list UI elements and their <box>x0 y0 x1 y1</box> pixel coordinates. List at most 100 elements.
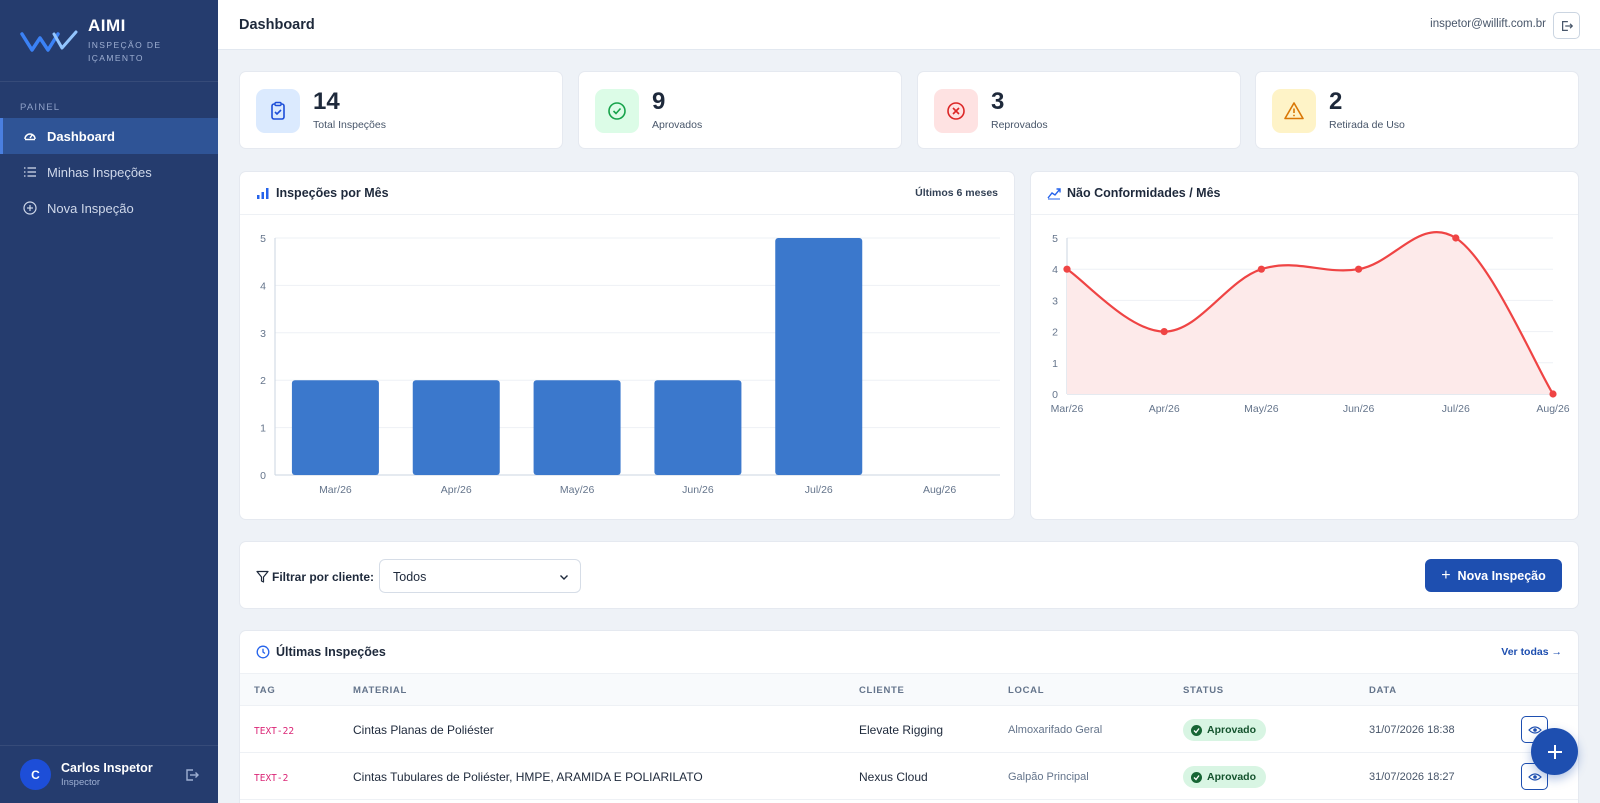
stat-label: Total Inspeções <box>313 119 386 131</box>
eye-icon <box>1527 725 1542 734</box>
range-label: Últimos 6 meses <box>915 187 998 199</box>
data-point <box>1063 265 1071 273</box>
header-logout-button[interactable] <box>1553 12 1580 39</box>
table-row[interactable]: TEXT-2 Cintas Tubulares de Poliéster, HM… <box>240 754 1578 800</box>
plus-icon: + <box>1441 566 1451 584</box>
column-header-data[interactable]: DATA <box>1369 685 1397 696</box>
user-email: inspetor@willift.com.br <box>1430 18 1546 30</box>
aimi-logo-icon <box>20 30 78 52</box>
stat-card-total: 14 Total Inspeções <box>239 71 563 149</box>
series-line <box>1066 231 1554 395</box>
bar <box>654 380 742 475</box>
x-tick-label: Jul/26 <box>805 484 833 496</box>
x-tick-label: May/26 <box>1244 403 1279 415</box>
brand-title: AIMI <box>88 16 126 35</box>
list-icon <box>23 165 37 179</box>
panel-title: Últimas Inspeções <box>276 645 386 659</box>
gauge-icon <box>23 129 37 143</box>
column-header-cliente[interactable]: CLIENTE <box>859 685 905 696</box>
data-point <box>1257 265 1265 273</box>
sidebar-item-minhas-inspecoes[interactable]: Minhas Inspeções <box>0 154 218 190</box>
y-tick-label: 3 <box>1052 295 1058 307</box>
nav-section-label: PAINEL <box>20 102 61 113</box>
sidebar: AIMI INSPEÇÃO DE IÇAMENTO PAINEL Dashboa… <box>0 0 218 803</box>
data-point <box>1160 328 1168 336</box>
plus-icon <box>1547 744 1562 759</box>
table-row[interactable]: TEXT-22 Cintas Planas de Poliéster Eleva… <box>240 707 1578 753</box>
stat-card-retirada: 2 Retirada de Uso <box>1255 71 1579 149</box>
recent-inspections-panel: Últimas Inspeções Ver todas → TAG MATERI… <box>239 630 1579 803</box>
sidebar-item-dashboard[interactable]: Dashboard <box>0 118 218 154</box>
page-title: Dashboard <box>239 17 315 33</box>
y-tick-label: 0 <box>260 470 266 482</box>
material-cell: Cintas Tubulares de Poliéster, HMPE, ARA… <box>353 770 703 784</box>
brand-subtitle: INSPEÇÃO DE IÇAMENTO <box>88 40 162 63</box>
view-all-link[interactable]: Ver todas → <box>1501 646 1562 658</box>
column-header-status[interactable]: STATUS <box>1183 685 1224 696</box>
local-cell: Galpão Principal <box>1008 771 1089 783</box>
panel-header: Inspeções por Mês Últimos 6 meses <box>240 172 1014 215</box>
eye-icon <box>1527 772 1542 781</box>
tag-cell: TEXT-2 <box>254 773 289 784</box>
x-tick-label: May/26 <box>560 484 595 496</box>
brand[interactable]: AIMI INSPEÇÃO DE IÇAMENTO <box>0 0 218 82</box>
x-tick-label: Jul/26 <box>1442 403 1470 415</box>
stat-card-reprovados: 3 Reprovados <box>917 71 1241 149</box>
y-tick-label: 5 <box>260 233 266 245</box>
button-label: Nova Inspeção <box>1457 568 1546 583</box>
y-tick-label: 1 <box>260 423 266 435</box>
floating-add-button[interactable] <box>1531 728 1578 775</box>
stat-value: 9 <box>652 88 666 115</box>
stat-value: 14 <box>313 88 340 115</box>
bar <box>775 238 863 475</box>
client-filter-select[interactable]: Todos <box>379 559 581 593</box>
check-icon <box>1191 724 1202 736</box>
bar <box>291 380 379 475</box>
check-circle-icon <box>595 89 639 133</box>
bar-chart-icon <box>257 188 269 199</box>
inspections-bar-chart: 0 1 2 3 4 5 Mar/26 Apr/26 May/26 Jun/26 Jul/26 Aug/… <box>260 233 1000 496</box>
sidebar-item-label: Nova Inspeção <box>47 200 134 216</box>
status-text: Aprovado <box>1207 771 1257 783</box>
line-chart-panel: Não Conformidades / Mês 0 1 2 3 4 5 Mar/26 Apr/… <box>1030 171 1579 520</box>
status-text: Aprovado <box>1207 724 1257 736</box>
status-badge: Aprovado <box>1183 719 1267 741</box>
y-tick-label: 1 <box>1052 358 1058 370</box>
logout-icon <box>1561 20 1573 31</box>
avatar[interactable]: C <box>20 759 51 790</box>
y-tick-label: 4 <box>260 280 266 292</box>
trend-up-icon <box>1047 188 1061 200</box>
logout-icon[interactable] <box>184 767 200 783</box>
x-tick-label: Jun/26 <box>1343 403 1375 415</box>
chevron-down-icon <box>560 575 568 580</box>
nova-inspecao-button[interactable]: + Nova Inspeção <box>1425 559 1562 592</box>
table-header: TAG MATERIAL CLIENTE LOCAL STATUS DATA <box>240 674 1578 706</box>
top-header: Dashboard inspetor@willift.com.br <box>218 0 1600 50</box>
x-tick-label: Apr/26 <box>441 484 472 496</box>
x-tick-label: Jun/26 <box>682 484 714 496</box>
x-tick-label: Mar/26 <box>1051 403 1084 415</box>
column-header-material[interactable]: MATERIAL <box>353 685 407 696</box>
user-role: Inspector <box>61 777 101 788</box>
stat-card-aprovados: 9 Aprovados <box>578 71 902 149</box>
y-tick-label: 5 <box>1052 233 1058 245</box>
user-name: Carlos Inspetor <box>61 761 153 775</box>
status-badge: Aprovado <box>1183 766 1267 788</box>
filter-icon <box>256 570 269 583</box>
bar <box>412 380 500 475</box>
bar-chart-panel: Inspeções por Mês Últimos 6 meses 0 1 2 3 4 5… <box>239 171 1015 520</box>
clipboard-check-icon <box>256 89 300 133</box>
sidebar-item-nova-inspecao[interactable]: Nova Inspeção <box>0 190 218 226</box>
cliente-cell: Nexus Cloud <box>859 770 928 784</box>
stat-label: Reprovados <box>991 119 1048 131</box>
data-point <box>1452 234 1460 242</box>
y-tick-label: 0 <box>1052 389 1058 401</box>
column-header-local[interactable]: LOCAL <box>1008 685 1045 696</box>
y-tick-label: 2 <box>1052 327 1058 339</box>
stat-label: Aprovados <box>652 119 703 131</box>
sidebar-item-label: Minhas Inspeções <box>47 164 152 180</box>
column-header-tag[interactable]: TAG <box>254 685 276 696</box>
x-tick-label: Apr/26 <box>1149 403 1180 415</box>
x-tick-label: Aug/26 <box>923 484 956 496</box>
y-tick-label: 4 <box>1052 264 1058 276</box>
